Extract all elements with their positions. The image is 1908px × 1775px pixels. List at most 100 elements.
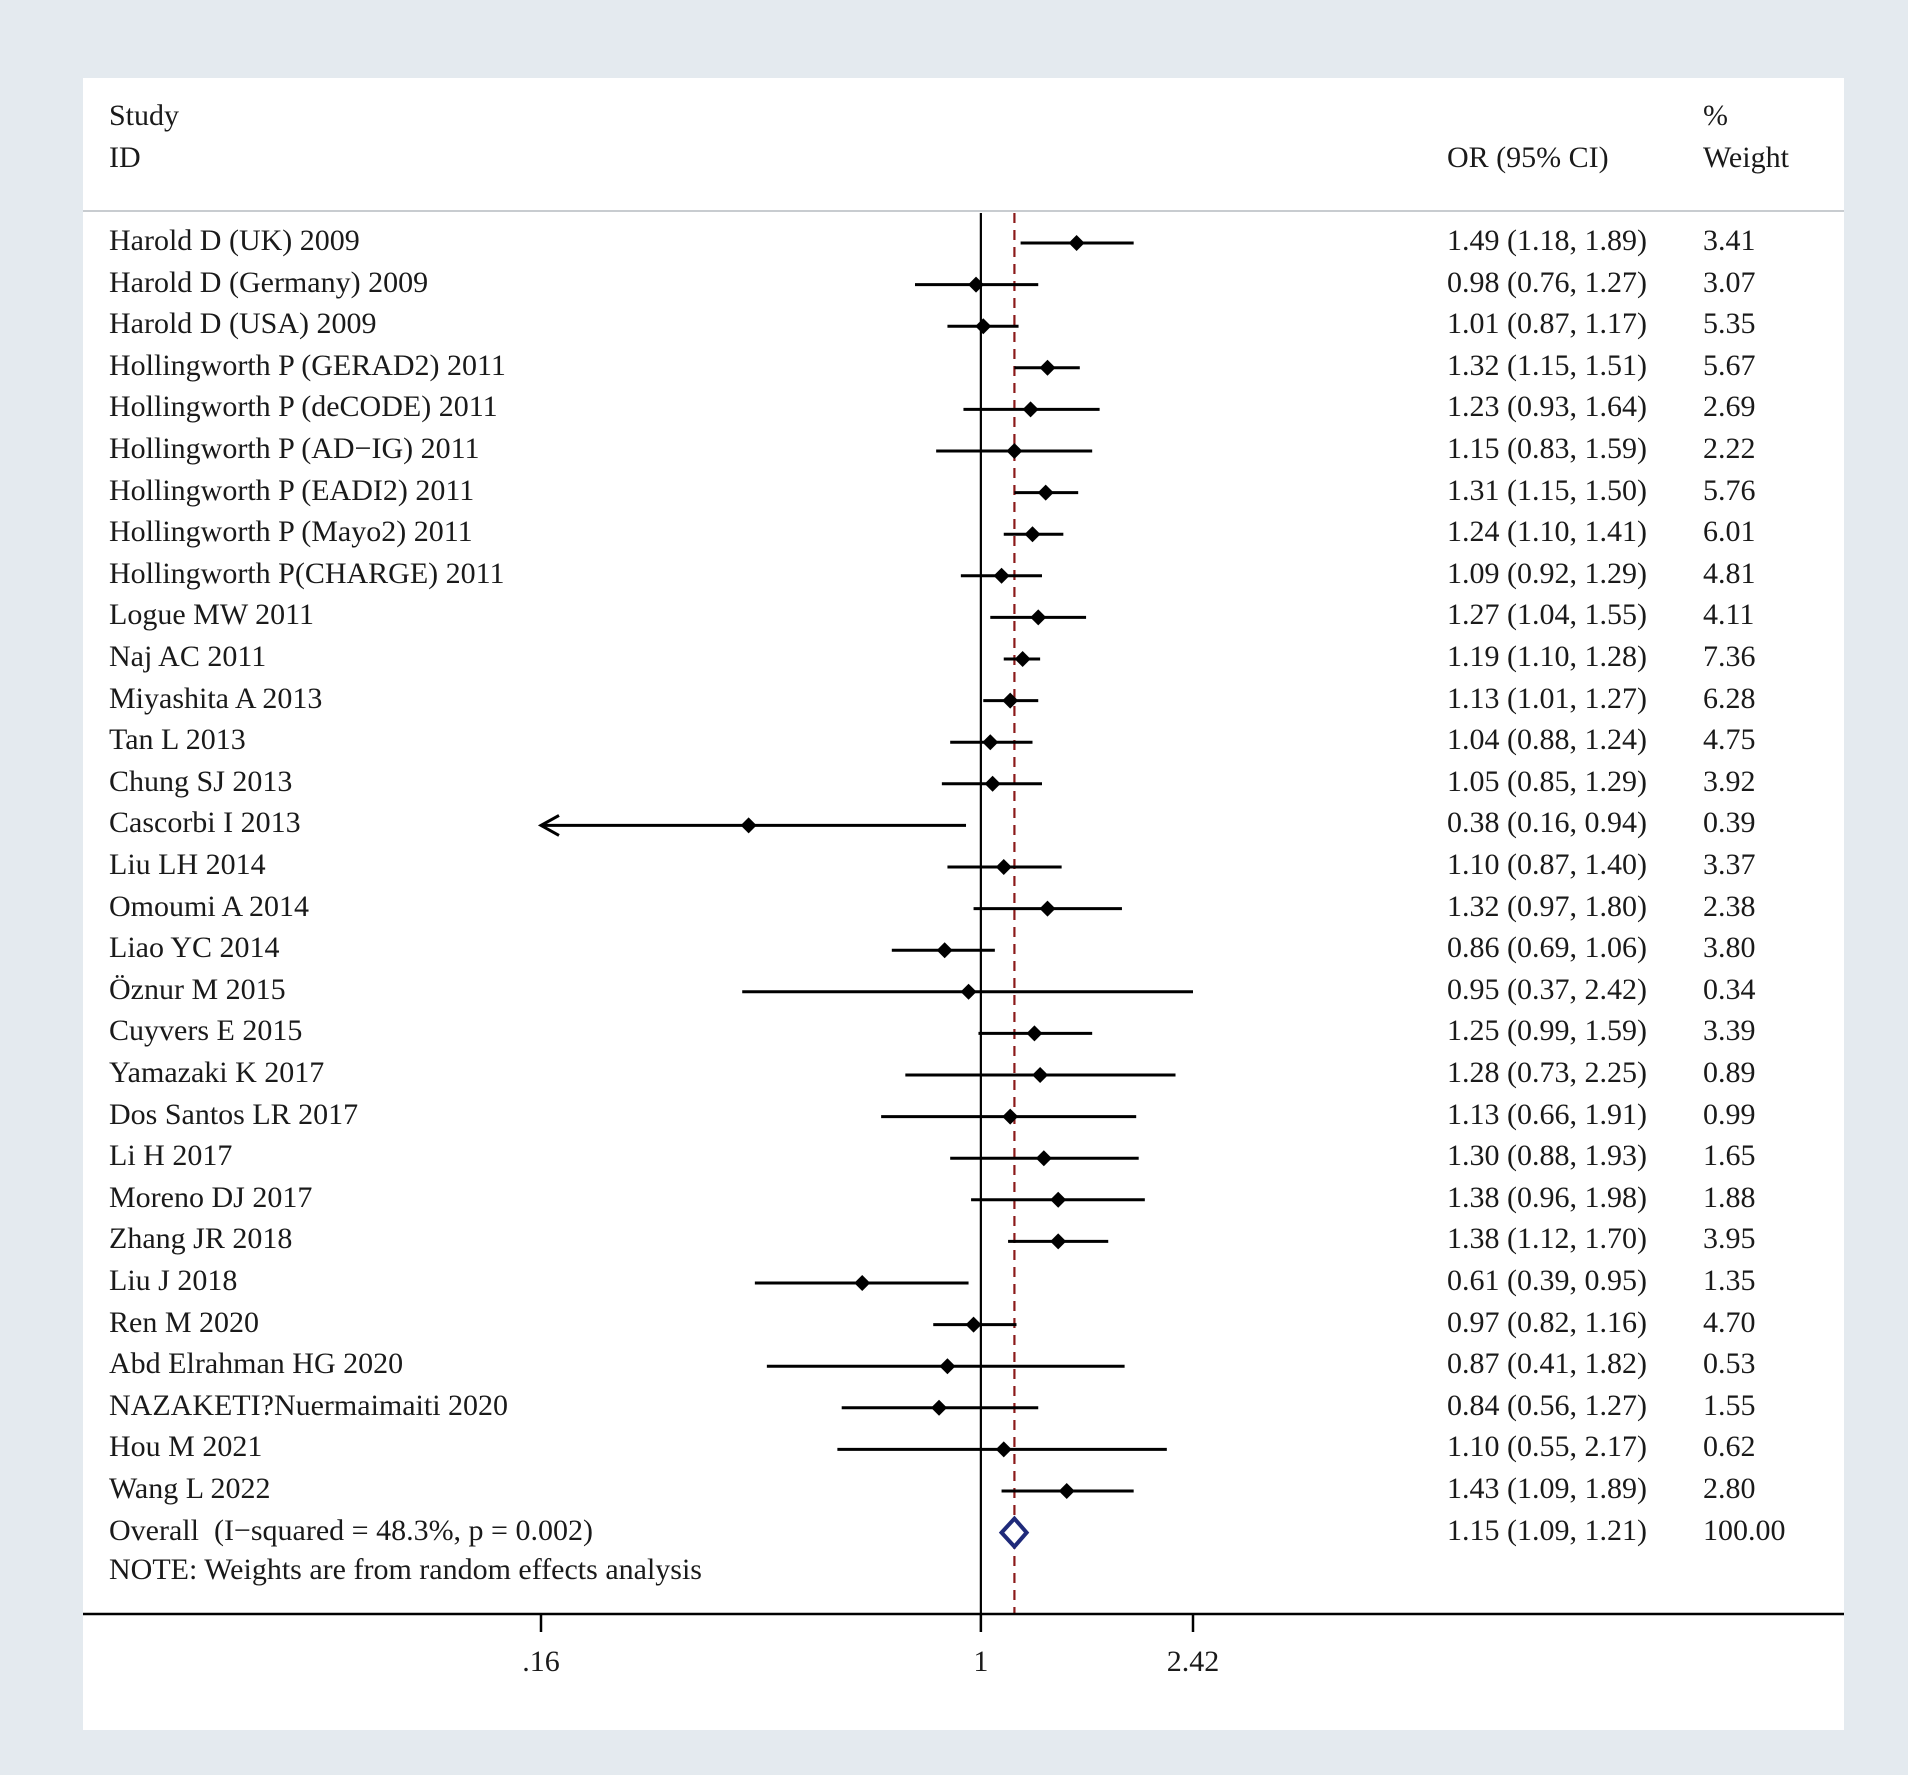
study-id-label: Tan L 2013 <box>109 723 246 757</box>
study-weight: 2.80 <box>1703 1472 1756 1505</box>
study-or-ci: 0.97 (0.82, 1.16) <box>1447 1305 1647 1339</box>
overall-label: Overall (I−squared = 48.3%, p = 0.002) <box>109 1513 593 1547</box>
study-or-ci: 0.95 (0.37, 2.42) <box>1447 972 1647 1006</box>
point-estimate-marker <box>1026 1025 1043 1042</box>
study-id-label: Hollingworth P(CHARGE) 2011 <box>109 556 505 590</box>
point-estimate-marker <box>995 1441 1012 1458</box>
study-or-ci: 1.04 (0.88, 1.24) <box>1447 723 1647 757</box>
study-id-label: Hollingworth P (AD−IG) 2011 <box>109 432 480 465</box>
x-tick-label: 2.42 <box>1166 1645 1220 1678</box>
study-or-ci: 1.15 (0.83, 1.59) <box>1447 432 1647 465</box>
study-or-ci: 1.32 (1.15, 1.51) <box>1447 348 1647 382</box>
point-estimate-marker <box>740 817 757 834</box>
study-id-label: Yamazaki K 2017 <box>109 1056 325 1089</box>
study-weight: 1.65 <box>1703 1139 1756 1173</box>
study-weight: 5.35 <box>1703 307 1756 341</box>
point-estimate-marker <box>1030 609 1047 626</box>
study-id-label: Cuyvers E 2015 <box>109 1014 303 1048</box>
forest-plot-panel: Study ID OR (95% CI) % Weight Harold D (… <box>83 78 1844 1730</box>
study-weight: 3.80 <box>1703 931 1756 965</box>
point-estimate-marker <box>939 1358 956 1375</box>
study-weight: 5.67 <box>1703 348 1756 382</box>
study-or-ci: 1.38 (0.96, 1.98) <box>1447 1180 1647 1214</box>
study-or-ci: 1.27 (1.04, 1.55) <box>1447 598 1647 632</box>
study-or-ci: 0.38 (0.16, 0.94) <box>1447 806 1647 840</box>
study-or-ci: 1.25 (0.99, 1.59) <box>1447 1014 1647 1048</box>
point-estimate-marker <box>1039 900 1056 917</box>
study-or-ci: 1.05 (0.85, 1.29) <box>1447 764 1647 798</box>
study-weight: 3.92 <box>1703 764 1756 798</box>
x-tick-label: .16 <box>522 1645 560 1678</box>
study-weight: 2.69 <box>1703 390 1756 424</box>
point-estimate-marker <box>1024 526 1041 543</box>
study-or-ci: 0.87 (0.41, 1.82) <box>1447 1347 1647 1381</box>
study-or-ci: 1.13 (1.01, 1.27) <box>1447 681 1647 715</box>
point-estimate-marker <box>965 1316 982 1333</box>
study-or-ci: 1.19 (1.10, 1.28) <box>1447 640 1647 673</box>
study-weight: 7.36 <box>1703 640 1756 673</box>
study-id-label: Hollingworth P (Mayo2) 2011 <box>109 515 473 549</box>
study-id-label: Li H 2017 <box>109 1139 233 1173</box>
study-or-ci: 1.30 (0.88, 1.93) <box>1447 1139 1647 1173</box>
study-or-ci: 1.43 (1.09, 1.89) <box>1447 1472 1647 1505</box>
study-weight: 3.07 <box>1703 265 1756 299</box>
point-estimate-marker <box>854 1275 871 1291</box>
point-estimate-marker <box>1058 1483 1075 1499</box>
study-weight: 0.34 <box>1703 972 1756 1006</box>
point-estimate-marker <box>1006 443 1023 459</box>
point-estimate-marker <box>1037 484 1054 501</box>
study-or-ci: 1.31 (1.15, 1.50) <box>1447 473 1647 507</box>
study-or-ci: 0.98 (0.76, 1.27) <box>1447 265 1647 299</box>
ci-truncation-arrow <box>537 814 560 837</box>
study-weight: 1.55 <box>1703 1388 1756 1422</box>
point-estimate-marker <box>1039 359 1056 376</box>
study-id-label: NAZAKETI?Nuermaimaiti 2020 <box>109 1388 509 1422</box>
overall-weight: 100.00 <box>1703 1513 1786 1547</box>
point-estimate-marker <box>1050 1233 1067 1250</box>
study-or-ci: 1.09 (0.92, 1.29) <box>1447 556 1647 590</box>
study-id-label: Omoumi A 2014 <box>109 889 310 923</box>
overall-diamond <box>998 1515 1030 1550</box>
study-or-ci: 0.61 (0.39, 0.95) <box>1447 1264 1647 1297</box>
point-estimate-marker <box>1032 1067 1049 1083</box>
study-weight: 3.95 <box>1703 1222 1756 1256</box>
study-or-ci: 1.13 (0.66, 1.91) <box>1447 1097 1647 1131</box>
study-weight: 0.53 <box>1703 1347 1756 1381</box>
study-id-label: Öznur M 2015 <box>109 972 286 1006</box>
point-estimate-marker <box>968 276 985 293</box>
study-id-label: Harold D (Germany) 2009 <box>109 265 429 299</box>
study-or-ci: 1.10 (0.87, 1.40) <box>1447 848 1647 881</box>
study-id-label: Hollingworth P (deCODE) 2011 <box>109 390 498 424</box>
study-id-label: Harold D (UK) 2009 <box>109 224 360 257</box>
point-estimate-marker <box>1002 1108 1019 1125</box>
point-estimate-marker <box>931 1399 948 1416</box>
study-id-label: Dos Santos LR 2017 <box>109 1097 359 1131</box>
study-id-label: Logue MW 2011 <box>109 598 314 632</box>
study-id-label: Wang L 2022 <box>109 1472 271 1505</box>
point-estimate-marker <box>960 983 977 1000</box>
point-estimate-marker <box>1068 235 1085 251</box>
study-or-ci: 0.86 (0.69, 1.06) <box>1447 931 1647 965</box>
study-weight: 3.37 <box>1703 848 1756 881</box>
point-estimate-marker <box>982 734 999 751</box>
weight-header: Weight <box>1703 141 1789 174</box>
study-weight: 1.88 <box>1703 1180 1756 1214</box>
study-weight: 0.39 <box>1703 806 1756 840</box>
or-ci-header: OR (95% CI) <box>1447 141 1609 174</box>
study-or-ci: 1.28 (0.73, 2.25) <box>1447 1056 1647 1089</box>
point-estimate-marker <box>936 942 953 959</box>
study-or-ci: 1.24 (1.10, 1.41) <box>1447 515 1647 549</box>
study-or-ci: 1.38 (1.12, 1.70) <box>1447 1222 1647 1256</box>
study-id-label: Cascorbi I 2013 <box>109 806 301 840</box>
point-estimate-marker <box>984 775 1001 792</box>
study-id-label: Moreno DJ 2017 <box>109 1180 313 1214</box>
study-id-label: Liu LH 2014 <box>109 848 266 881</box>
point-estimate-marker <box>993 567 1010 584</box>
study-weight: 4.81 <box>1703 556 1756 590</box>
study-weight: 2.22 <box>1703 432 1756 465</box>
study-weight: 6.28 <box>1703 681 1756 715</box>
study-or-ci: 1.01 (0.87, 1.17) <box>1447 307 1647 341</box>
study-id-label: Naj AC 2011 <box>109 640 267 673</box>
study-weight: 3.39 <box>1703 1014 1756 1048</box>
weights-note: NOTE: Weights are from random effects an… <box>109 1553 702 1586</box>
